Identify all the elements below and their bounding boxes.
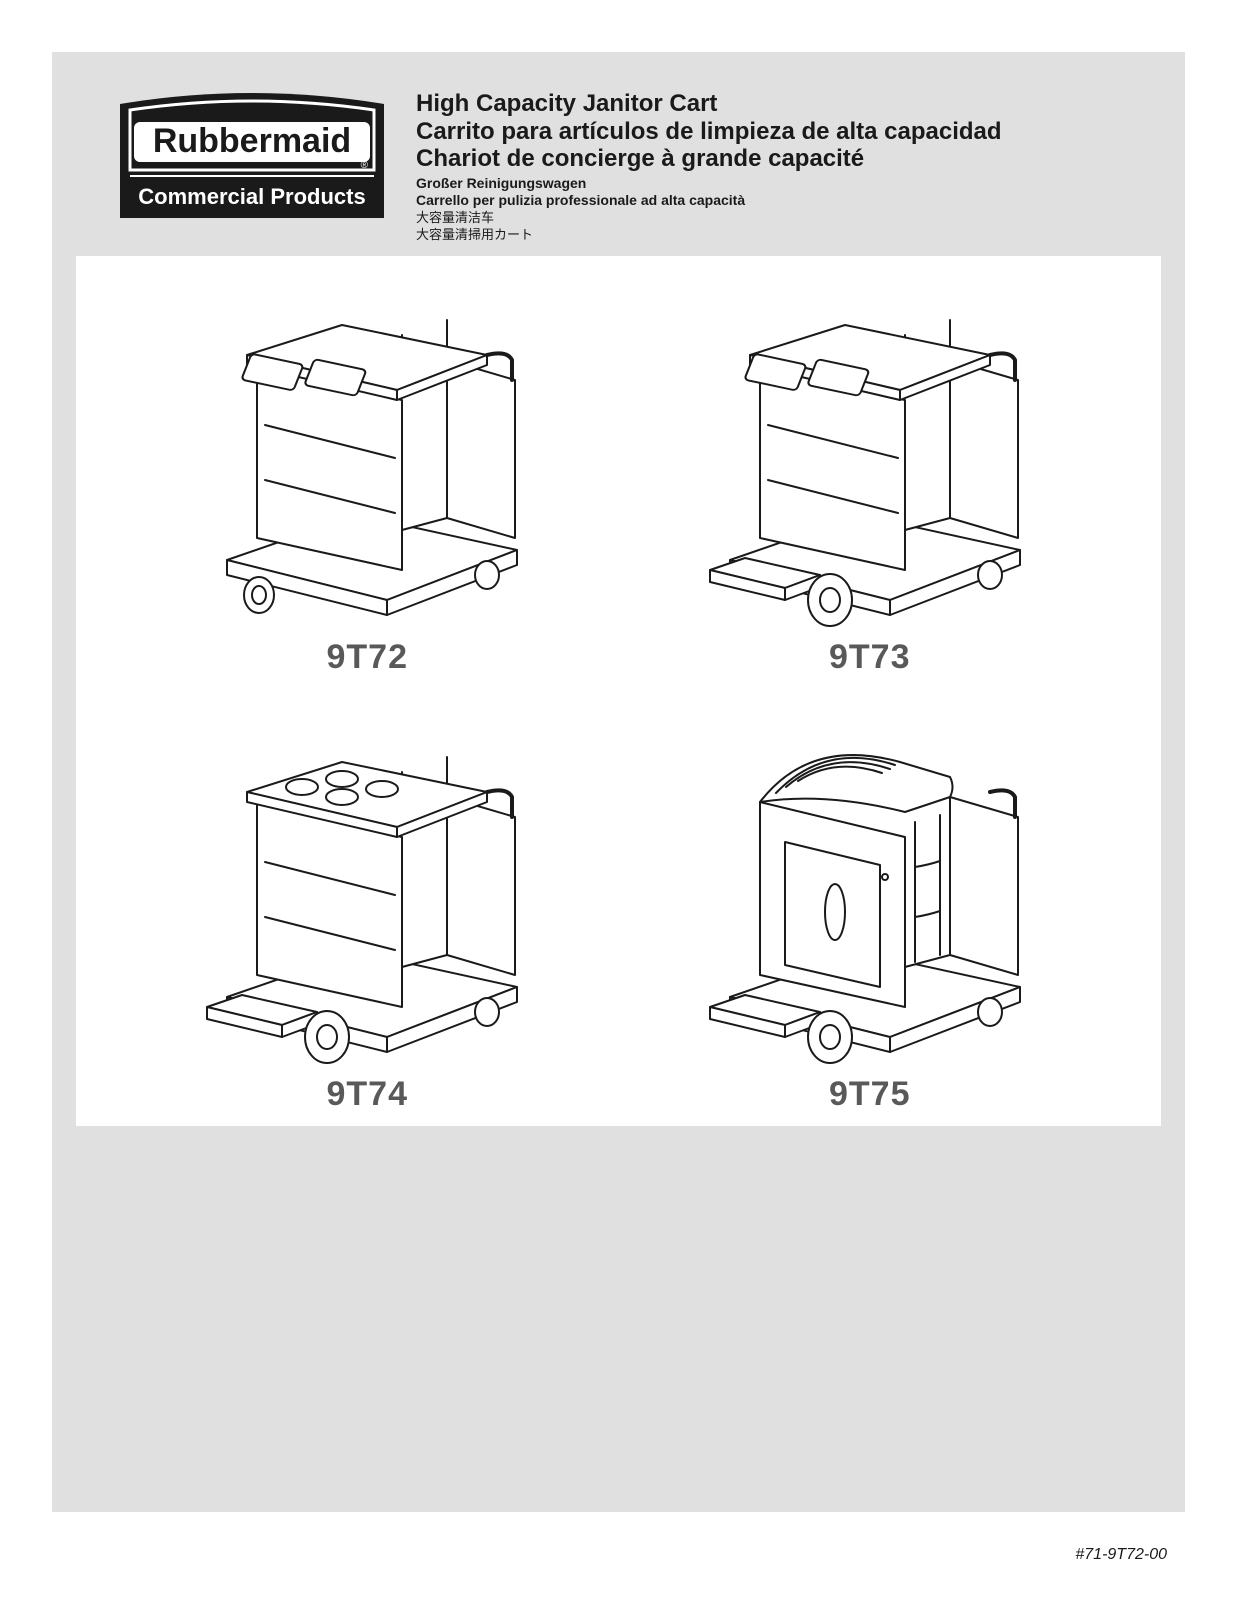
title-ja: 大容量清掃用カート: [416, 227, 1002, 244]
title-en: High Capacity Janitor Cart: [416, 90, 1002, 118]
cart-illustration-9t74: [187, 707, 547, 1067]
product-label-9t73: 9T73: [829, 638, 911, 677]
cart-illustration-9t75: [690, 707, 1050, 1067]
header: Rubbermaid ® Commercial Products High Ca…: [52, 52, 1185, 256]
product-grid: 9T72: [76, 270, 1161, 1110]
title-it: Carrello per pulizia professionale ad al…: [416, 192, 1002, 210]
title-zh: 大容量清洁车: [416, 210, 1002, 227]
document-number: #71-9T72-00: [1075, 1546, 1167, 1564]
title-de: Großer Reinigungswagen: [416, 175, 1002, 193]
cart-illustration-9t72: [187, 270, 547, 630]
product-9t73: 9T73: [619, 270, 1122, 677]
title-block: High Capacity Janitor Cart Carrito para …: [416, 76, 1002, 244]
product-9t74: 9T74: [116, 707, 619, 1114]
logo-brand-text: Rubbermaid: [153, 122, 351, 160]
product-label-9t72: 9T72: [327, 638, 409, 677]
product-label-9t74: 9T74: [327, 1075, 409, 1114]
logo-subtitle: Commercial Products: [138, 184, 365, 209]
rubbermaid-logo: Rubbermaid ® Commercial Products: [112, 76, 392, 226]
title-es: Carrito para artículos de limpieza de al…: [416, 118, 1002, 146]
product-label-9t75: 9T75: [829, 1075, 911, 1114]
logo-registered: ®: [361, 160, 369, 171]
cart-illustration-9t73: [690, 270, 1050, 630]
product-9t75: 9T75: [619, 707, 1122, 1114]
product-9t72: 9T72: [116, 270, 619, 677]
title-fr: Chariot de concierge à grande capacité: [416, 145, 1002, 173]
